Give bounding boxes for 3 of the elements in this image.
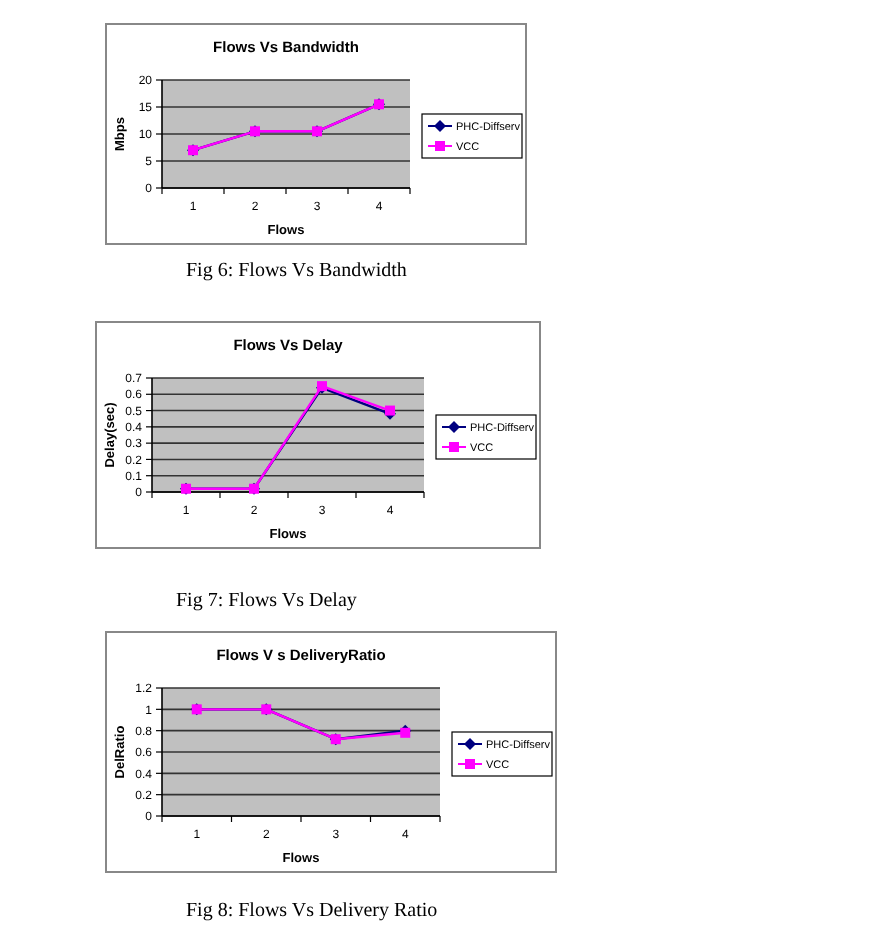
- caption: Fig 7: Flows Vs Delay: [176, 590, 357, 612]
- caption: Fig 8: Flows Vs Delivery Ratio: [186, 900, 438, 922]
- caption: Fig 6: Flows Vs Bandwidth: [186, 260, 407, 282]
